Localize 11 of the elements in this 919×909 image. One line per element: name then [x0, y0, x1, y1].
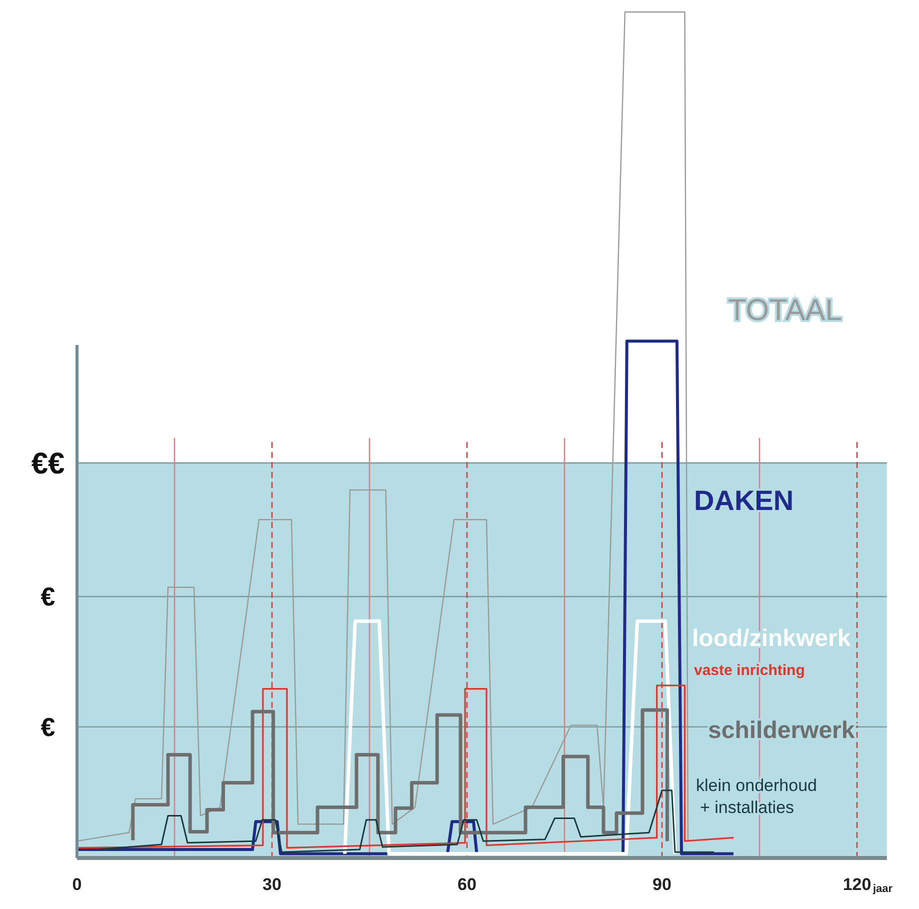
series-label: TOTAAL: [728, 294, 842, 327]
series-label: vaste inrichting: [694, 662, 805, 679]
ref-line-label: €: [40, 712, 56, 742]
ref-line-label: €€: [31, 447, 65, 480]
x-tick-label: 0: [72, 875, 82, 894]
x-tick-label: 90: [652, 875, 672, 894]
x-tick-label: 30: [262, 875, 282, 894]
x-axis-title: jaar: [872, 883, 894, 895]
x-tick-label: 120: [842, 875, 872, 894]
x-tick-label: 60: [458, 875, 476, 894]
ref-line-label: €: [40, 582, 56, 612]
